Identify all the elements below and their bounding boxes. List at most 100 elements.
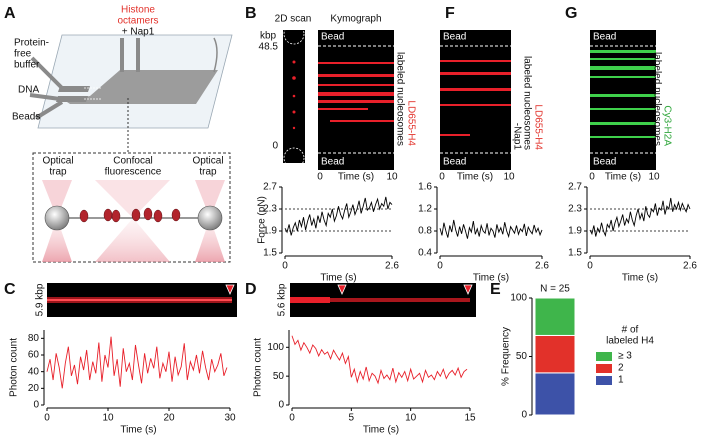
y-tick-label: 1.9 [568, 226, 582, 237]
label: 10 [503, 172, 515, 183]
label: octamers [117, 16, 158, 27]
x-tick-label: 20 [163, 413, 175, 424]
vertical-label: labeled nucleosomes [394, 52, 405, 146]
x-tick-label: 0 [437, 261, 443, 272]
legend-swatch [596, 376, 612, 385]
flow-cell [29, 34, 233, 153]
x-axis-label: Time (s) [473, 273, 509, 284]
vertical-label: labeled nucleosomes [651, 52, 662, 146]
bead-label: Bead [593, 157, 616, 168]
y-axis-label: % Frequency [501, 327, 512, 386]
scan-image [283, 23, 305, 169]
x-tick-label: 10 [102, 413, 114, 424]
label: 2D scan [275, 14, 312, 25]
x-tick-label: 5 [349, 413, 355, 424]
kymograph [440, 30, 511, 170]
x-axis-label: Time (s) [320, 273, 356, 284]
panel-label: D [245, 281, 257, 298]
y-tick-label: 0.8 [418, 226, 432, 237]
label: 10 [648, 172, 660, 183]
legend-swatch [596, 352, 612, 361]
vertical-label: LD655-H4 [532, 104, 543, 150]
y-tick-label: 2.7 [263, 182, 277, 193]
label: fluorescence [105, 167, 162, 178]
x-axis-label: Time (s) [622, 273, 658, 284]
label: 10 [386, 172, 398, 183]
y-tick-label: 2.7 [568, 182, 582, 193]
panel-label: A [4, 5, 16, 22]
legend-title: # of [622, 325, 639, 336]
y-tick-label: 60 [28, 350, 40, 361]
y-tick-label: 0 [278, 400, 284, 411]
x-tick-label: 0 [587, 261, 593, 272]
y-tick-label: 0 [521, 410, 527, 421]
trace [439, 219, 543, 239]
label: DNA [18, 85, 39, 96]
x-tick-label: 2.6 [683, 261, 697, 272]
label: Time (s) [338, 172, 374, 183]
bead-label: Bead [321, 157, 344, 168]
vertical-label: 5.6 kbp [277, 283, 288, 316]
y-tick-label: 0.4 [418, 248, 432, 259]
label: Optical [42, 156, 73, 167]
panel-label: C [4, 281, 16, 298]
y-tick-label: 2.3 [263, 204, 277, 215]
y-tick-label: 2.3 [568, 204, 582, 215]
label: 0 [589, 172, 595, 183]
bead-label: Bead [443, 32, 466, 43]
panel-label: B [245, 5, 257, 22]
vertical-label: labeled nucleosomes [521, 56, 532, 150]
label: Protein- [14, 38, 49, 49]
vertical-label: 5.9 kbp [35, 283, 46, 316]
label: + Nap1 [122, 27, 155, 38]
y-axis-label: Force (pN) [257, 196, 268, 244]
label: 0 [317, 172, 323, 183]
label: 0 [272, 141, 278, 152]
trap-schematic [32, 152, 231, 263]
kymograph [318, 30, 394, 170]
legend-swatch [596, 364, 612, 373]
vertical-label: Cy3-H2A [661, 105, 672, 146]
x-tick-label: 2.6 [385, 261, 399, 272]
label: free [14, 49, 32, 60]
label: trap [49, 167, 67, 178]
y-tick-label: 0 [33, 400, 39, 411]
legend-label: 2 [618, 363, 624, 374]
y-tick-label: 1.5 [568, 248, 582, 259]
y-axis-label: Photon count [9, 338, 20, 397]
trace [284, 196, 393, 236]
x-axis-label: Time (s) [363, 425, 399, 436]
x-tick-label: 30 [224, 413, 236, 424]
bar-segment [534, 372, 576, 416]
panel-label: E [490, 281, 501, 298]
label: Kymograph [330, 14, 381, 25]
legend-title: labeled H4 [606, 336, 654, 347]
panel-label: G [565, 5, 577, 22]
bead-label: Bead [321, 32, 344, 43]
trace [46, 336, 228, 389]
bead-label: Bead [443, 157, 466, 168]
y-tick-label: 100 [267, 342, 284, 353]
label: Beads [12, 112, 40, 123]
x-tick-label: 2.6 [535, 261, 549, 272]
panel-label: F [445, 5, 455, 22]
x-tick-label: 15 [464, 413, 476, 424]
annotation: N = 25 [540, 284, 570, 295]
label: Optical [192, 156, 223, 167]
x-tick-label: 0 [44, 413, 50, 424]
trace [291, 335, 468, 385]
label: kbp [260, 31, 277, 42]
vertical-label: LD655-H4 [405, 100, 416, 146]
y-tick-label: 20 [28, 383, 40, 394]
kymo-strip [47, 283, 237, 317]
y-tick-label: 50 [273, 371, 285, 382]
label: trap [199, 167, 217, 178]
y-tick-label: 1.2 [418, 204, 432, 215]
bar-segment [534, 297, 576, 336]
label: 48.5 [259, 42, 279, 53]
label: Time (s) [457, 172, 493, 183]
trace [589, 197, 691, 237]
y-tick-label: 50 [516, 351, 528, 362]
x-axis-label: Time (s) [120, 425, 156, 436]
